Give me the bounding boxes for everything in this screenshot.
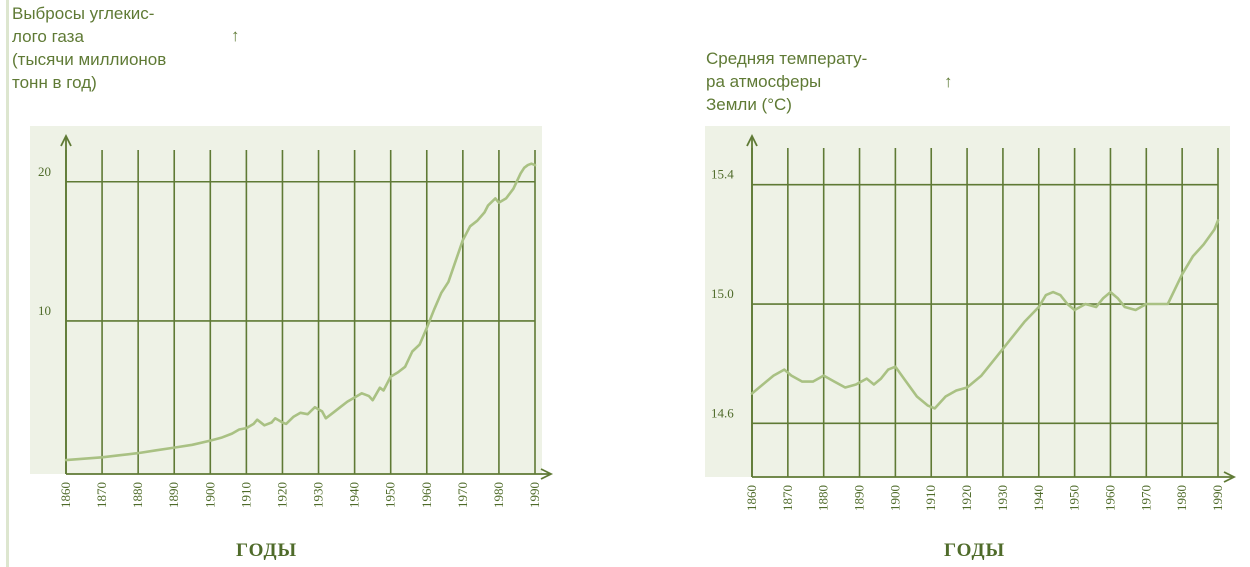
chart2-xtick-label: 1870 [780, 485, 795, 511]
chart1-ylabel-line: (тысячи миллионов [12, 50, 167, 69]
chart1-y-axis-arrow-icon [60, 133, 72, 147]
chart1-ytick-label: 20 [38, 164, 51, 179]
chart1-xtick-label: 1970 [455, 482, 470, 508]
chart2-y-axis-arrow-icon [746, 133, 758, 147]
chart2-xtick-label: 1940 [1031, 485, 1046, 511]
chart2-ylabel-line: ра атмосферы [706, 72, 822, 91]
chart1-series-line [64, 162, 537, 462]
chart1-xtick-label: 1890 [166, 482, 181, 508]
chart2-xlabel: ГОДЫ [944, 540, 1006, 561]
chart1-xtick-label: 1960 [419, 482, 434, 508]
chart1-xtick-label: 1920 [274, 482, 289, 508]
chart1-ylabel-line: тонн в год) [12, 73, 97, 92]
chart2-xtick-label: 1910 [923, 485, 938, 511]
chart2-x-axis-arrow-icon [1223, 471, 1237, 483]
chart2-up-arrow-icon: ↑ [944, 72, 953, 91]
chart1-x-axis-arrow-icon [540, 468, 554, 480]
chart2-temperature: 14.6 15.0 15.4 1860 1870 1880 1890 1900 1910 1920… [705, 126, 1237, 511]
chart2-xtick-label: 1880 [816, 485, 831, 511]
chart1-xtick-label: 1900 [202, 482, 217, 508]
chart1-xtick-label: 1990 [527, 482, 542, 508]
chart1-co2-emissions: 10 20 1860 1870 1880 1890 1900 1910 1920 1930 1940… [30, 126, 554, 508]
chart2-ylabel-line: Земли (°C) [706, 95, 792, 114]
chart2-xtick-label: 1890 [852, 485, 867, 511]
chart1-xtick-label: 1950 [383, 482, 398, 508]
chart1-xtick-label: 1940 [347, 482, 362, 508]
chart1-xtick-label: 1860 [58, 482, 73, 508]
chart2-ylabel-line: Средняя температу- [706, 49, 868, 68]
chart1-xtick-label: 1930 [311, 482, 326, 508]
chart1-up-arrow-icon: ↑ [231, 26, 240, 45]
chart2-ytick-label: 14.6 [711, 405, 734, 420]
chart1-xtick-label: 1980 [491, 482, 506, 508]
chart2-xtick-label: 1950 [1067, 485, 1082, 511]
chart2-xtick-label: 1860 [744, 485, 759, 511]
chart1-ylabel: Выбросы углекис- лого газа (тысячи милли… [12, 2, 166, 94]
chart2-xtick-label: 1990 [1210, 485, 1225, 511]
chart1-xtick-label: 1870 [94, 482, 109, 508]
chart1-ylabel-line: Выбросы углекис- [12, 4, 155, 23]
chart2-ylabel: Средняя температу- ра атмосферы Земли (°… [706, 47, 867, 116]
chart1-plot-background [30, 126, 542, 474]
chart2-xtick-label: 1930 [995, 485, 1010, 511]
chart1-xtick-label: 1880 [130, 482, 145, 508]
left-border-bar [6, 0, 9, 567]
chart2-xtick-label: 1960 [1102, 485, 1117, 511]
chart2-series-line [750, 219, 1220, 410]
chart2-xtick-label: 1920 [959, 485, 974, 511]
chart2-ytick-label: 15.0 [711, 286, 734, 301]
chart2-ytick-label: 15.4 [711, 167, 734, 182]
chart1-xlabel: ГОДЫ [236, 540, 298, 561]
chart2-xtick-label: 1980 [1174, 485, 1189, 511]
chart2-xtick-label: 1900 [887, 485, 902, 511]
chart1-ylabel-line: лого газа [12, 27, 84, 46]
chart1-ytick-label: 10 [38, 303, 51, 318]
chart2-xtick-label: 1970 [1138, 485, 1153, 511]
chart1-xtick-label: 1910 [238, 482, 253, 508]
